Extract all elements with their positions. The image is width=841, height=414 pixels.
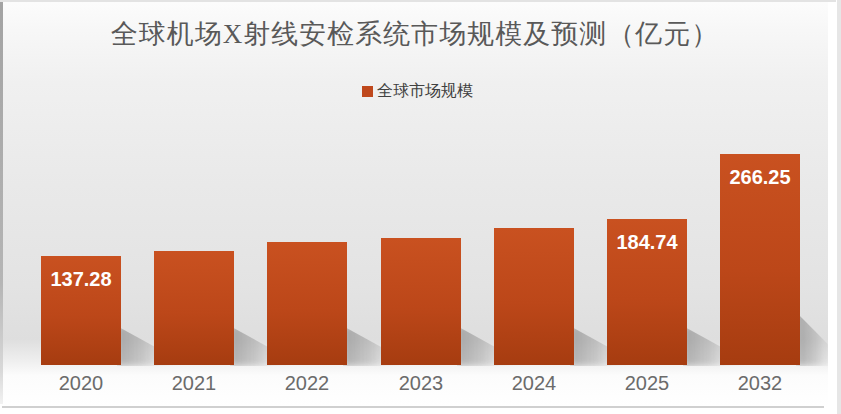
plot-area: 全球机场X射线安检系统市场规模及预测（亿元） 全球市场规模 137.28 2020… (2, 2, 828, 408)
bar-2023 (381, 238, 461, 365)
image-left-border (0, 0, 3, 404)
x-tick-2032: 2032 (704, 372, 817, 395)
bar-2021 (154, 251, 234, 365)
chart-figure: 全球机场X射线安检系统市场规模及预测（亿元） 全球市场规模 137.28 2020… (0, 0, 841, 414)
bar-2024 (494, 228, 574, 365)
image-bottom-border (2, 406, 824, 408)
x-tick-2024: 2024 (478, 372, 591, 395)
bar-value-label: 137.28 (41, 268, 121, 291)
chart-title: 全球机场X射线安检系统市场规模及预测（亿元） (2, 16, 828, 52)
bar-2022 (267, 242, 347, 365)
bar-value-label: 266.25 (720, 166, 800, 189)
x-tick-2023: 2023 (365, 372, 478, 395)
x-tick-2025: 2025 (591, 372, 704, 395)
image-right-border (837, 0, 841, 414)
bar-cast-shadow (796, 312, 828, 366)
bar-value-label: 184.74 (607, 231, 687, 254)
legend: 全球市场规模 (362, 81, 473, 102)
x-tick-2021: 2021 (138, 372, 251, 395)
x-tick-2022: 2022 (251, 372, 364, 395)
x-tick-2020: 2020 (25, 372, 138, 395)
legend-label: 全球市场规模 (377, 81, 473, 102)
image-top-border (0, 0, 836, 2)
legend-swatch-icon (362, 86, 373, 97)
